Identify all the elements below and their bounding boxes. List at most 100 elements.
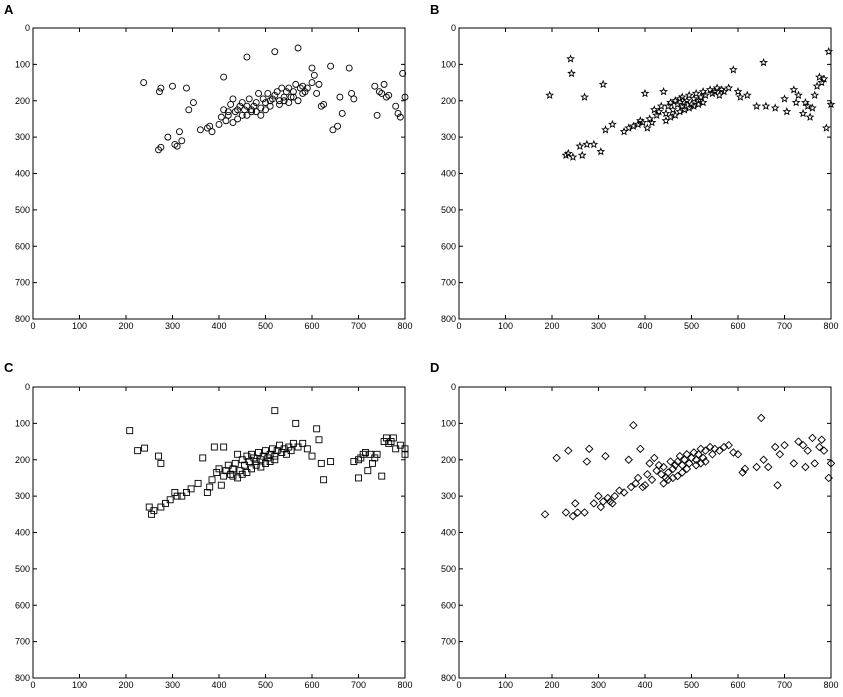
data-point bbox=[238, 470, 246, 478]
y-tick-label: 0 bbox=[25, 382, 30, 392]
data-point bbox=[371, 454, 379, 462]
data-point bbox=[245, 458, 253, 466]
data-point bbox=[694, 96, 703, 105]
data-point bbox=[659, 87, 668, 96]
data-point bbox=[276, 100, 283, 108]
x-tick-label: 300 bbox=[165, 680, 180, 690]
data-point bbox=[145, 503, 153, 511]
data-point bbox=[238, 111, 246, 119]
data-point bbox=[231, 459, 239, 467]
data-point bbox=[257, 111, 265, 119]
data-point bbox=[217, 481, 225, 489]
data-point bbox=[682, 464, 692, 474]
data-point bbox=[794, 437, 803, 446]
data-point bbox=[259, 452, 267, 460]
y-tick-label: 800 bbox=[441, 673, 456, 683]
data-point bbox=[580, 92, 589, 101]
data-point bbox=[334, 122, 342, 130]
data-point bbox=[673, 471, 682, 481]
data-point bbox=[176, 128, 183, 136]
data-point bbox=[199, 454, 207, 462]
data-point bbox=[401, 445, 409, 453]
data-point bbox=[563, 148, 573, 158]
data-point bbox=[577, 150, 587, 160]
data-point bbox=[582, 139, 592, 149]
data-point bbox=[262, 99, 269, 107]
data-point bbox=[327, 458, 335, 466]
panel-letter: B bbox=[430, 2, 439, 17]
data-point bbox=[350, 458, 358, 466]
data-point bbox=[220, 472, 228, 480]
data-point bbox=[187, 485, 195, 493]
y-tick-label: 0 bbox=[451, 382, 456, 392]
data-point bbox=[206, 483, 214, 491]
x-tick-label: 200 bbox=[544, 680, 559, 690]
data-point bbox=[682, 450, 692, 459]
data-point bbox=[738, 468, 747, 477]
data-point bbox=[364, 467, 372, 475]
data-point bbox=[757, 413, 766, 423]
data-point bbox=[141, 444, 149, 452]
plot-frame bbox=[32, 27, 406, 320]
data-point bbox=[401, 93, 409, 101]
data-point bbox=[266, 97, 274, 105]
x-tick-label: 500 bbox=[258, 680, 273, 690]
x-tick-label: 0 bbox=[30, 321, 35, 331]
data-point bbox=[155, 452, 163, 460]
y-tick-label: 600 bbox=[441, 600, 456, 610]
data-point bbox=[229, 472, 237, 480]
y-tick-label: 800 bbox=[15, 314, 30, 324]
x-tick-label: 700 bbox=[777, 321, 792, 331]
data-point bbox=[631, 479, 640, 488]
data-point bbox=[629, 420, 638, 430]
data-point bbox=[392, 102, 400, 110]
data-point bbox=[647, 475, 657, 484]
data-point bbox=[241, 461, 249, 469]
data-point bbox=[294, 97, 302, 105]
data-point bbox=[687, 453, 696, 463]
data-point bbox=[292, 419, 300, 427]
data-point bbox=[680, 105, 689, 114]
data-point bbox=[819, 74, 829, 83]
data-point bbox=[294, 443, 302, 451]
data-point bbox=[252, 461, 260, 469]
data-point bbox=[234, 450, 242, 458]
y-tick-label: 300 bbox=[441, 491, 456, 501]
data-point bbox=[380, 80, 388, 88]
data-point bbox=[673, 99, 682, 109]
data-point bbox=[336, 93, 344, 101]
data-point bbox=[598, 79, 608, 89]
data-point bbox=[182, 84, 190, 92]
data-point bbox=[710, 87, 720, 96]
y-tick-label: 800 bbox=[441, 314, 456, 324]
data-point bbox=[266, 450, 274, 458]
data-point bbox=[269, 445, 276, 453]
data-point bbox=[313, 425, 321, 433]
data-point bbox=[303, 84, 311, 92]
data-point bbox=[810, 459, 819, 468]
data-point bbox=[359, 450, 367, 458]
data-point bbox=[761, 101, 771, 110]
data-point bbox=[196, 126, 204, 134]
data-point bbox=[638, 117, 648, 127]
data-point bbox=[355, 456, 362, 464]
data-point bbox=[315, 436, 323, 444]
y-tick-label: 200 bbox=[15, 455, 30, 465]
data-point bbox=[271, 48, 279, 56]
data-point bbox=[564, 446, 573, 455]
x-tick-label: 300 bbox=[591, 321, 606, 331]
data-point bbox=[294, 44, 302, 52]
data-point bbox=[680, 455, 689, 464]
data-point bbox=[278, 449, 286, 456]
data-point bbox=[289, 88, 297, 96]
data-point bbox=[696, 459, 706, 468]
data-point bbox=[794, 90, 803, 100]
data-point bbox=[710, 444, 719, 454]
y-tick-label: 500 bbox=[15, 205, 30, 215]
data-point bbox=[369, 459, 376, 467]
data-point bbox=[264, 90, 272, 97]
data-point bbox=[652, 466, 661, 475]
data-point bbox=[327, 62, 335, 70]
data-point bbox=[378, 90, 386, 97]
data-point bbox=[248, 108, 256, 116]
